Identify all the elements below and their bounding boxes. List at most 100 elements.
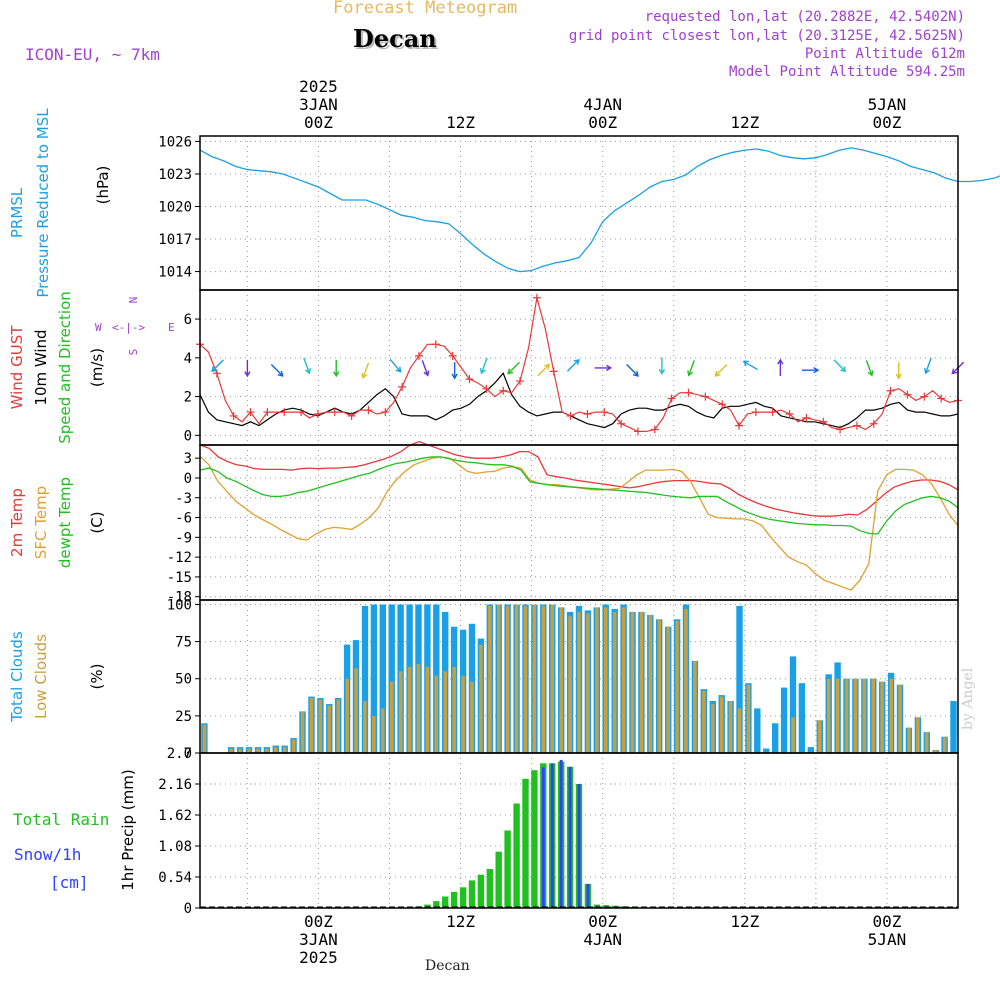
temperature-label-2: dewpt Temp <box>56 477 74 568</box>
low-cloud-bar <box>523 605 528 753</box>
wind-arrow-head <box>573 358 580 365</box>
top-time-label: 3JAN <box>299 95 338 114</box>
gust-marker <box>532 293 541 302</box>
wind-direction-arrow <box>566 358 580 372</box>
wind-direction-arrow <box>244 359 251 378</box>
snow-bar <box>586 883 590 908</box>
y-tick-label: -15 <box>167 570 192 586</box>
chart-title: Forecast Meteogram <box>333 0 518 18</box>
wind-arrow-shaft <box>537 364 550 377</box>
gust-marker <box>751 408 760 417</box>
compass-east: E <box>168 321 175 334</box>
wind-arrow-head <box>658 368 666 375</box>
total-cloud-bar <box>370 604 378 753</box>
wind-arrow-shaft <box>270 364 284 377</box>
gust-marker <box>229 411 238 420</box>
low-cloud-bar <box>407 666 412 753</box>
wind-arrow-shaft <box>480 357 488 374</box>
low-cloud-bar <box>853 678 858 753</box>
y-tick-label: 100 <box>167 597 192 613</box>
panel-frame <box>199 135 959 291</box>
rain-bar <box>504 830 511 908</box>
gust-marker <box>347 411 356 420</box>
wind-direction-arrow <box>594 364 613 372</box>
total-cloud-bar <box>772 723 779 753</box>
gust-marker <box>549 367 558 376</box>
gust-marker <box>330 408 339 417</box>
wind-arrow-head <box>813 367 820 374</box>
total-cloud-bar <box>950 701 957 753</box>
gust-marker <box>937 394 946 403</box>
wind-arrow-head <box>606 364 613 372</box>
low-cloud-bar <box>327 705 331 753</box>
gust-marker <box>718 400 727 409</box>
wind-direction-arrow <box>742 360 759 371</box>
model-label: ICON-EU, ~ 7km <box>25 45 160 64</box>
wind-arrow-shaft <box>362 362 370 378</box>
low-cloud-bar <box>577 611 581 753</box>
wind-label-0: Wind GUST <box>8 325 26 410</box>
wind-direction-arrow <box>451 362 458 380</box>
location-title: Decan <box>353 24 437 53</box>
low-cloud-bar <box>648 614 653 753</box>
low-cloud-bar <box>693 660 697 753</box>
wind-direction-arrow <box>777 358 784 376</box>
wind-direction-arrow <box>270 364 284 377</box>
gust-marker <box>785 410 794 418</box>
wind-arrow-shaft <box>389 358 402 373</box>
pressure-label-2: Pressure Reduced to MSL <box>34 108 52 298</box>
wind-arrow-shaft <box>924 357 932 374</box>
snow-unit-label: [cm] <box>50 873 89 892</box>
gust-marker <box>802 413 811 422</box>
panel-frame <box>199 752 959 909</box>
low-cloud-bar <box>505 605 510 753</box>
rain-bar <box>459 887 467 908</box>
bottom-time-label: 4JAN <box>583 930 622 949</box>
gust-line <box>199 297 959 432</box>
snow-bar <box>568 766 572 908</box>
gust-marker <box>886 386 895 395</box>
low-cloud-bar <box>702 690 706 753</box>
low-cloud-bar <box>345 678 349 753</box>
y-tick-label: 1026 <box>158 134 192 150</box>
wind-direction-arrow <box>626 364 639 377</box>
total-cloud-bar <box>736 605 743 753</box>
wind-direction-arrow <box>361 362 370 380</box>
wind-direction-arrow <box>389 358 402 373</box>
low-cloud-bar <box>452 666 456 753</box>
y-tick-label: 1.62 <box>158 808 192 824</box>
wind-arrow-head <box>777 358 784 365</box>
point-altitude: Point Altitude 612m <box>804 46 965 62</box>
compass-west: W <box>95 321 102 334</box>
low-cloud-bar <box>684 608 688 753</box>
low-cloud-bar <box>746 684 751 753</box>
low-cloud-bar <box>871 678 875 753</box>
low-cloud-bar <box>300 711 305 753</box>
y-tick-label: 2.7 <box>167 746 192 762</box>
gust-marker <box>667 394 676 403</box>
dewpt-line <box>199 456 959 535</box>
total-cloud-bar <box>780 687 788 753</box>
gust-marker <box>246 408 255 417</box>
low-cloud-bar <box>497 604 501 753</box>
gust-marker <box>280 408 289 417</box>
bottom-time-label: 12Z <box>446 912 475 931</box>
gust-marker <box>431 340 440 349</box>
snow-bar <box>577 784 581 908</box>
bottom-time-label: 00Z <box>304 912 333 931</box>
gridpoint-coordinates: grid point closest lon,lat (20.3125E, 42… <box>568 28 965 44</box>
gust-marker <box>398 382 407 391</box>
gust-marker <box>482 384 491 393</box>
wind-arrow-head <box>867 370 874 377</box>
wind-arrow-shaft <box>865 360 873 376</box>
low-cloud-bar <box>657 619 661 753</box>
y-tick-label: -6 <box>175 511 192 527</box>
wind-direction-arrow <box>801 367 820 374</box>
low-cloud-bar <box>586 613 590 753</box>
low-cloud-bar <box>256 748 260 753</box>
low-cloud-bar <box>372 715 376 753</box>
wind-arrow-head <box>714 370 721 377</box>
y-tick-label: 1023 <box>158 167 192 183</box>
y-tick-label: -18 <box>167 590 192 606</box>
